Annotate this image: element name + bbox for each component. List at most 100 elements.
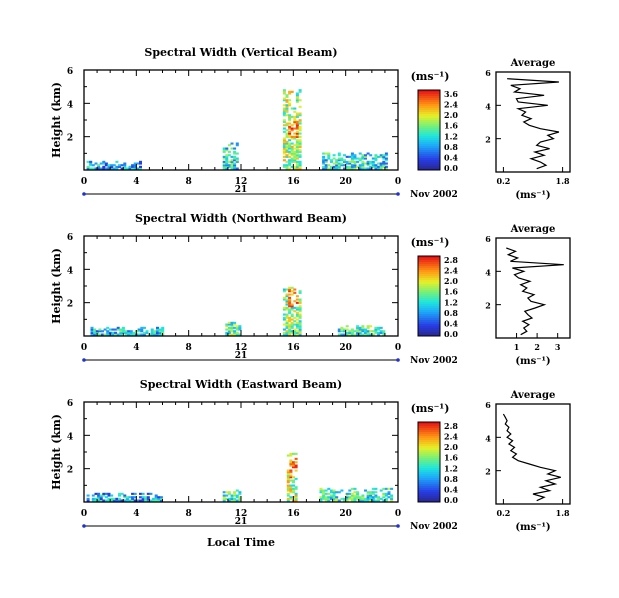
heatmap-cell [374, 164, 378, 167]
colorbar-swatch [418, 490, 440, 493]
heatmap-cell [95, 330, 99, 333]
heatmap-cell [343, 499, 346, 502]
colorbar-swatch [418, 458, 440, 461]
heatmap-cell [102, 494, 106, 497]
heatmap-cell [358, 159, 362, 162]
heatmap-cell [379, 162, 383, 165]
heatmap-cell [235, 144, 239, 147]
heatmap-cell [290, 107, 294, 110]
heatmap-cell [335, 499, 339, 502]
heatmap-cell [371, 491, 375, 494]
heatmap-cell [131, 164, 135, 167]
heatmap-cell [298, 331, 302, 334]
heatmap-cell [104, 492, 108, 495]
heatmap-cell [290, 124, 294, 127]
heatmap-cell [353, 494, 357, 497]
heatmap-cell [374, 496, 378, 499]
heatmap-cell [288, 99, 292, 102]
colorbar-swatch [418, 456, 440, 459]
heatmap-cell [225, 160, 229, 163]
heatmap-cell [288, 142, 292, 145]
heatmap-cell [340, 328, 344, 331]
heatmap-cell [282, 124, 286, 127]
heatmap-cell [89, 167, 93, 170]
heatmap-cell [374, 159, 378, 162]
heatmap-cell [293, 122, 297, 125]
heatmap-cell [97, 494, 101, 497]
heatmap-cell [285, 160, 289, 163]
heatmap-cell [298, 328, 302, 331]
heatmap-cell [94, 499, 98, 502]
heatmap-cell [91, 164, 95, 167]
heatmap-cell [387, 487, 391, 490]
heatmap-cell [286, 492, 290, 495]
heatmap-cell [374, 494, 378, 497]
heatmap-cell [222, 499, 226, 502]
heatmap-cell [295, 325, 299, 328]
heatmap-cell [377, 167, 381, 170]
colorbar-swatch [418, 134, 440, 137]
heatmap-cell [285, 301, 289, 304]
heatmap-cell [343, 167, 346, 170]
colorbar-swatch [418, 446, 440, 449]
x-tick-label: 4 [133, 177, 139, 187]
heatmap-cell [230, 494, 234, 497]
colorbar-swatch [418, 150, 440, 153]
heatmap-cell [294, 487, 298, 490]
heatmap-cell [293, 167, 297, 170]
heatmap-cell [290, 331, 294, 334]
heatmap-cell [337, 164, 341, 167]
x-tick-label: 16 [287, 343, 300, 353]
heatmap-cell [382, 164, 386, 167]
average-frame [495, 403, 571, 505]
colorbar-label: 3.6 [444, 89, 458, 99]
colorbar-swatch [418, 428, 440, 431]
heatmap-cell [282, 313, 286, 316]
heatmap-cell [298, 149, 302, 152]
colorbar-label: 0.0 [444, 329, 458, 339]
heatmap-cell [294, 461, 298, 464]
heatmap-cell [282, 119, 286, 122]
heatmap-cell [379, 155, 383, 158]
heatmap-cell [98, 330, 102, 333]
heatmap-cell [285, 330, 289, 333]
heatmap-cell [286, 474, 290, 477]
heatmap-cell [356, 160, 360, 163]
heatmap-cell [106, 330, 110, 333]
heatmap-cell [322, 494, 326, 497]
heatmap-cell [99, 494, 103, 497]
colorbar-swatch [418, 298, 440, 301]
heatmap-cell [227, 321, 231, 324]
heatmap-cell [233, 321, 237, 324]
heatmap-cell [293, 323, 297, 326]
heatmap-cell [294, 469, 298, 472]
heatmap-cell [295, 147, 299, 150]
heatmap-cell [348, 331, 352, 334]
colorbar-label: 0.8 [444, 142, 458, 152]
heatmap-cell [222, 149, 226, 152]
heatmap-cell [290, 142, 294, 145]
heatmap-cell [99, 499, 103, 502]
heatmap-cell [356, 165, 360, 168]
heatmap-cell [93, 333, 97, 336]
heatmap-cell [150, 331, 154, 334]
heatmap-cell [298, 326, 302, 329]
heatmap-cell [295, 152, 299, 155]
heatmap-cell [115, 167, 119, 170]
heatmap-cell [371, 157, 375, 160]
heatmap-cell [235, 157, 239, 160]
heatmap-cell [128, 496, 132, 499]
heatmap-cell [108, 331, 112, 334]
heatmap-cell [110, 167, 114, 170]
heatmap-cell [290, 306, 294, 309]
heatmap-cell [89, 164, 93, 167]
heatmap-cell [282, 333, 286, 336]
heatmap-cell [282, 145, 286, 148]
colorbar-swatch [418, 330, 440, 333]
heatmap-cell [298, 333, 302, 336]
heatmap-cell [322, 160, 326, 163]
heatmap-cell [288, 300, 292, 303]
heatmap-cell [118, 492, 121, 495]
heatmap-cell [225, 325, 229, 328]
